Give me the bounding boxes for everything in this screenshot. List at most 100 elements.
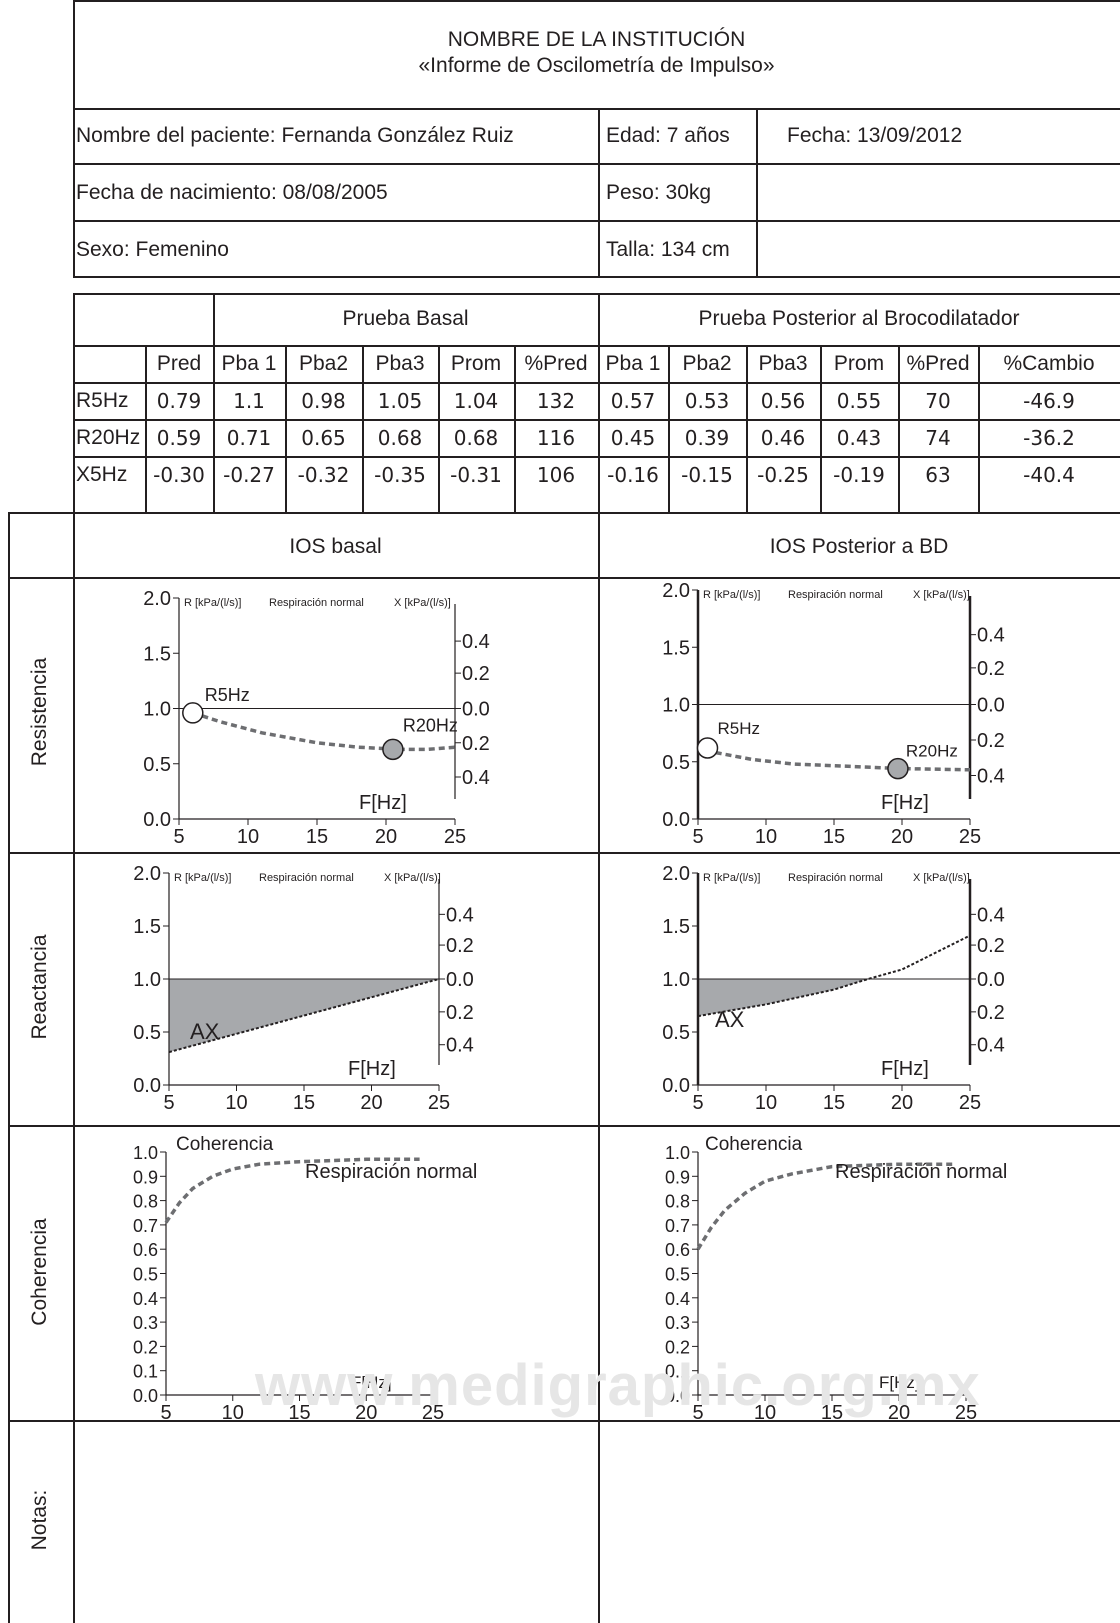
y-tick-label: 2.0 <box>662 580 690 602</box>
y2-tick-label: 0.4 <box>446 1035 474 1057</box>
table-cell: 132 <box>536 389 576 413</box>
coherencia-label: Coherencia <box>176 1134 274 1155</box>
y-tick-label: 1.0 <box>133 1143 158 1163</box>
table-cell: 70 <box>925 389 951 413</box>
coherencia-label: Coherencia <box>705 1134 803 1155</box>
column-header: Pba3 <box>375 352 425 375</box>
column-header: Prom <box>833 352 885 375</box>
y-tick-label: 0.9 <box>133 1167 158 1187</box>
chart-reactancia-basal: 0.0 0.5 1.0 1.5 2.0 5 10 15 20 25 0.4 0.2 0.0 0.2 0.4 R… <box>133 863 474 1114</box>
x-axis-unit-label: X [kPa/(l/s)] <box>913 589 970 601</box>
x-tick-label: 5 <box>692 1402 703 1419</box>
table-cell: 74 <box>925 426 951 450</box>
x-tick-label: 20 <box>891 1092 913 1114</box>
x-tick-label: 15 <box>293 1092 315 1114</box>
f-axis-label: F[Hz] <box>881 792 929 814</box>
y-tick-label: 1.0 <box>662 695 690 717</box>
report-title: «Informe de Oscilometría de Impulso» <box>418 54 775 77</box>
table-cell: 0.79 <box>156 389 202 413</box>
x-tick-label: 10 <box>225 1092 247 1114</box>
y2-tick-label: 0.4 <box>977 904 1005 926</box>
y2-tick-label: 0.4 <box>977 625 1005 647</box>
normal-label: Respiración normal <box>269 597 364 609</box>
y-tick-label: 0.0 <box>133 1075 161 1097</box>
y2-tick-label: 0.0 <box>977 969 1005 991</box>
table-cell: 0.53 <box>684 389 730 413</box>
ax-area <box>698 979 868 1017</box>
row-header: R5Hz <box>76 389 129 412</box>
y-tick-label: 0.3 <box>665 1313 690 1333</box>
y-tick-label: 0.6 <box>665 1240 690 1260</box>
table-cell: -0.25 <box>757 463 809 487</box>
column-header: Pba2 <box>682 352 732 375</box>
table-cell: 1.1 <box>233 389 265 413</box>
y-tick-label: 0.6 <box>133 1240 158 1260</box>
y2-tick-label: 0.4 <box>462 767 490 789</box>
r-axis-label: R [kPa/(l/s)] <box>703 872 760 884</box>
table-cell: -0.32 <box>297 463 350 487</box>
table-cell: 0.46 <box>760 426 806 450</box>
table-cell: 0.65 <box>301 426 346 450</box>
y2-tick-label: 0.2 <box>446 935 474 957</box>
chart-reactancia-post: 0.0 0.5 1.0 1.5 2.0 5 10 15 20 25 0.4 0.2 0.0 0.2 0.4 R… <box>662 863 1005 1114</box>
patient-age: Edad: 7 años <box>606 124 730 147</box>
r5hz-point <box>182 702 204 724</box>
x-tick-label: 25 <box>428 1092 450 1114</box>
y-tick-label: 0.0 <box>133 1386 158 1406</box>
table-cell: 106 <box>536 463 576 487</box>
y2-tick-label: 0.2 <box>462 663 490 685</box>
normal-label: Respiración normal <box>788 589 883 601</box>
y-tick-label: 0.7 <box>133 1216 158 1236</box>
f-axis-label: F[Hz] <box>359 792 407 814</box>
curve-line <box>164 1157 420 1224</box>
x-axis-unit-label: X [kPa/(l/s)] <box>384 872 441 884</box>
table-cell: 0.55 <box>836 389 882 413</box>
y-tick-label: 0.5 <box>665 1265 690 1285</box>
row-label-coherencia: Coherencia <box>28 1218 51 1326</box>
y-tick-label: 0.5 <box>143 754 171 776</box>
f-axis-label: F[Hz] <box>351 1373 392 1392</box>
r-axis-label: R [kPa/(l/s)] <box>703 589 760 601</box>
x-tick-label: 25 <box>444 826 466 848</box>
y-tick-label: 0.0 <box>662 1075 690 1097</box>
y-tick-label: 0.5 <box>133 1022 161 1044</box>
x-tick-label: 10 <box>754 1402 776 1419</box>
column-header: Pba2 <box>298 352 349 375</box>
column-header: Pba 1 <box>605 352 661 375</box>
y2-tick-label: 0.0 <box>977 695 1005 717</box>
x-tick-label: 25 <box>955 1402 977 1419</box>
y2-tick-label: 0.2 <box>446 1002 474 1024</box>
chart-resistencia-post: 0.0 0.5 1.0 1.5 2.0 5 10 15 20 25 0.4 0.2 0.0 0.2 0.4 R… <box>662 580 1005 848</box>
y-tick-label: 0.8 <box>665 1192 690 1212</box>
y-tick-label: 1.5 <box>133 916 161 938</box>
r5hz-point <box>696 737 719 759</box>
ax-label: AX <box>715 1007 745 1032</box>
row-label-resistencia: Resistencia <box>28 657 51 767</box>
r20hz-point <box>382 738 404 761</box>
x-tick-label: 5 <box>163 1092 174 1114</box>
y-tick-label: 0.3 <box>133 1313 158 1333</box>
x-tick-label: 25 <box>959 1092 981 1114</box>
x-tick-label: 10 <box>237 826 259 848</box>
y-tick-label: 1.0 <box>143 699 171 721</box>
patient-name: Nombre del paciente: Fernanda González R… <box>76 124 514 147</box>
y-tick-label: 0.0 <box>143 809 171 831</box>
y-tick-label: 0.5 <box>662 752 690 774</box>
table-cell: -0.27 <box>223 463 275 487</box>
y-tick-label: 1.0 <box>662 969 690 991</box>
x-tick-label: 5 <box>692 826 703 848</box>
table-cell: -0.16 <box>607 463 659 487</box>
coherencia-normal-label: Respiración normal <box>305 1161 477 1183</box>
y-tick-label: 0.9 <box>665 1167 690 1187</box>
y-tick-label: 2.0 <box>143 588 171 610</box>
column-header: Pba 1 <box>221 352 277 375</box>
institution-name: NOMBRE DE LA INSTITUCIÓN <box>447 28 746 51</box>
f-axis-label: F[Hz] <box>879 1373 920 1392</box>
table-cell: 1.05 <box>377 389 423 413</box>
x-tick-label: 20 <box>888 1402 910 1419</box>
table-cell: 0.68 <box>377 426 423 450</box>
table-cell: 0.59 <box>156 426 202 450</box>
report-date: Fecha: 13/09/2012 <box>787 124 963 147</box>
y2-tick-label: 0.2 <box>977 1002 1005 1024</box>
table-cell: 0.39 <box>684 426 730 450</box>
